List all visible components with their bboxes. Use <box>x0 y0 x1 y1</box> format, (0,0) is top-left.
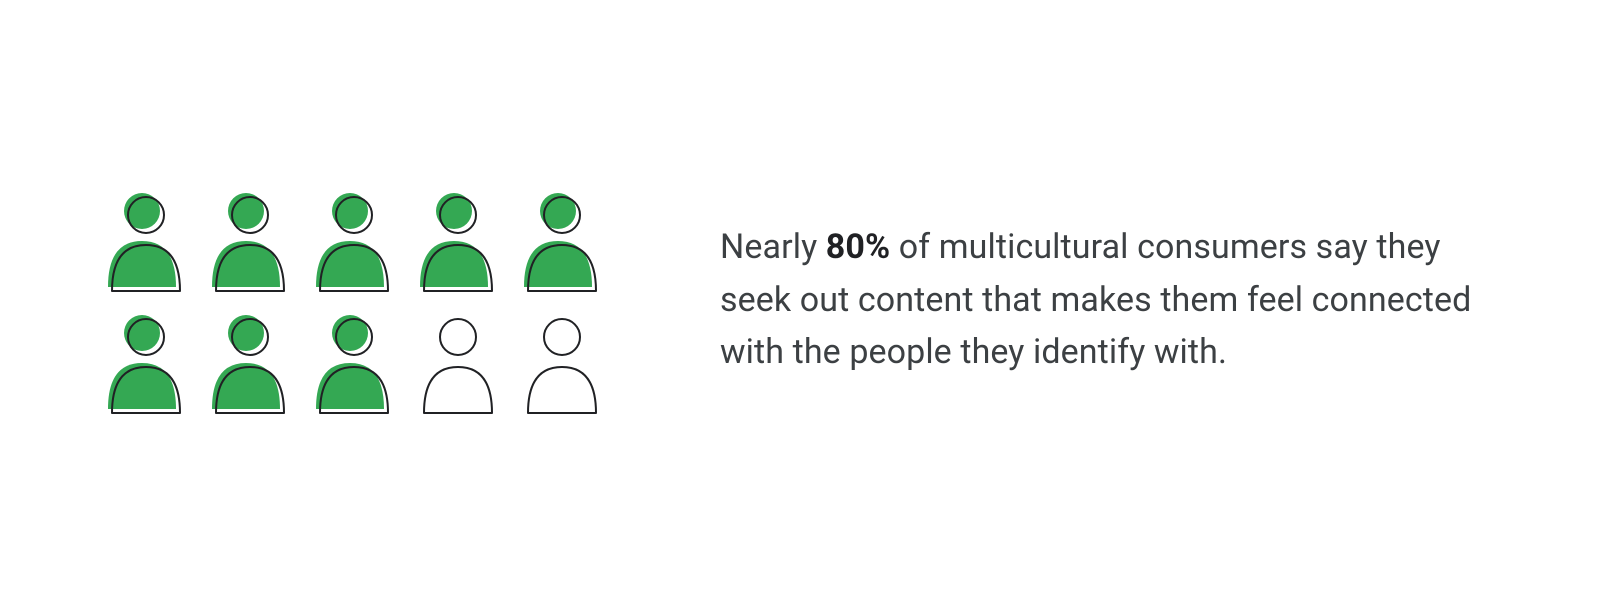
stat-text: Nearly 80% of multicultural consumers sa… <box>720 221 1480 379</box>
pictograph-row <box>100 311 600 411</box>
person-icon-filled <box>100 189 184 289</box>
person-icon-filled <box>516 189 600 289</box>
stat-pre: Nearly <box>720 227 826 267</box>
pictograph-panel <box>0 189 700 411</box>
person-icon-filled <box>204 311 288 411</box>
person-icon-filled <box>100 311 184 411</box>
person-icon-filled <box>308 189 392 289</box>
text-panel: Nearly 80% of multicultural consumers sa… <box>700 187 1600 413</box>
person-icon-filled <box>308 311 392 411</box>
people-pictograph <box>100 189 600 411</box>
person-icon-empty <box>412 311 496 411</box>
person-icon-empty <box>516 311 600 411</box>
infographic-container: Nearly 80% of multicultural consumers sa… <box>0 0 1600 600</box>
person-icon-filled <box>204 189 288 289</box>
person-icon-filled <box>412 189 496 289</box>
pictograph-row <box>100 189 600 289</box>
stat-highlight: 80% <box>826 227 890 267</box>
